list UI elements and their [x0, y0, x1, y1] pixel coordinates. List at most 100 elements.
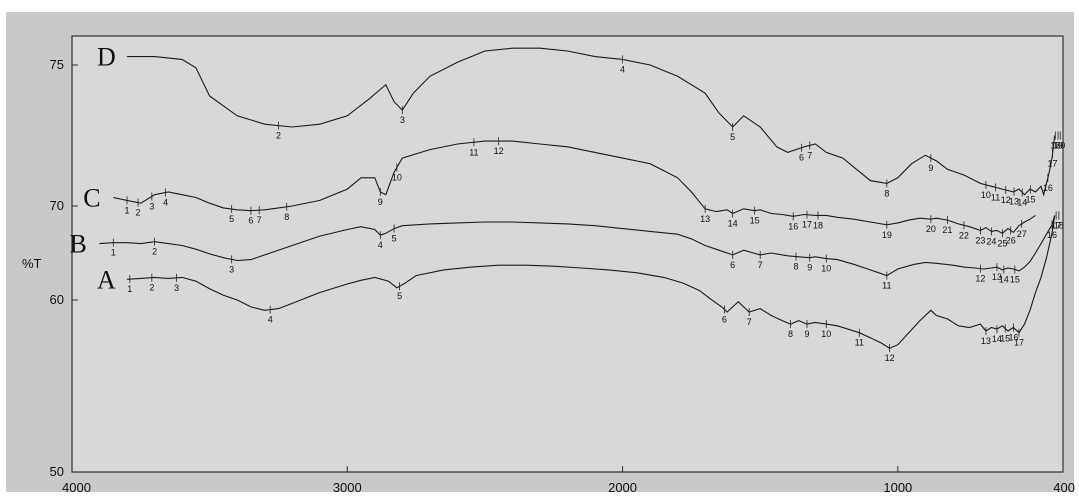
peak-label: 12: [885, 353, 895, 363]
peak-label: 19: [882, 230, 892, 240]
peak-label: 3: [229, 264, 234, 274]
peak-label: 26: [1006, 235, 1016, 245]
peak-label: 3: [400, 115, 405, 125]
peak-label: 2: [149, 283, 154, 293]
peak-label: 1: [125, 205, 130, 215]
peak-label: 25: [997, 238, 1007, 248]
peak-label: 16: [1047, 230, 1057, 240]
peak-label: 11: [469, 147, 478, 157]
peak-label: 8: [793, 262, 798, 272]
peak-label: 7: [807, 150, 812, 160]
peak-label: 18: [1054, 220, 1064, 230]
peak-label: 6: [799, 153, 804, 163]
peak-label: 7: [758, 260, 763, 270]
peak-label: 7: [747, 317, 752, 327]
peak-label: 17: [802, 220, 812, 230]
peak-label: 16: [788, 221, 798, 231]
peak-label: 11: [882, 281, 891, 291]
y-tick-label: 75: [50, 57, 64, 72]
peak-label: 14: [728, 219, 738, 229]
peak-label: 12: [1001, 195, 1011, 205]
peak-label: 19: [1053, 141, 1063, 151]
peak-label: 4: [620, 64, 625, 74]
curve-a: [127, 215, 1056, 349]
peak-label: 14: [1017, 197, 1027, 207]
peak-label: 10: [981, 190, 991, 200]
curve-d: [127, 47, 1056, 197]
peak-label: 8: [884, 188, 889, 198]
peak-label: 6: [730, 260, 735, 270]
curve-label-a: A: [97, 265, 116, 294]
peak-label: 2: [136, 208, 141, 218]
peak-label: 2: [152, 247, 157, 257]
peak-label: 16: [1043, 183, 1053, 193]
x-tick-label: 1000: [883, 480, 912, 495]
peak-label: 10: [392, 172, 402, 182]
peak-label: 21: [942, 225, 952, 235]
peak-label: 13: [1009, 197, 1019, 207]
peak-label: 4: [378, 240, 383, 250]
curve-label-c: C: [83, 184, 100, 213]
x-tick-label: 400: [1053, 480, 1075, 495]
peak-label: 6: [722, 314, 727, 324]
peak-label: 5: [229, 214, 234, 224]
curve-c: [113, 140, 1036, 234]
x-tick-label: 2000: [608, 480, 637, 495]
curve-letters: D CBA: [70, 43, 117, 295]
curve-b: [99, 215, 1056, 277]
peak-label: 15: [1000, 333, 1010, 343]
peak-label: 13: [992, 272, 1002, 282]
peak-label: 13: [981, 336, 991, 346]
peak-label: 22: [959, 230, 969, 240]
peak-label: 13: [700, 214, 710, 224]
peak-label: 11: [991, 192, 1000, 202]
peak-label: 23: [975, 235, 985, 245]
peak-label: 3: [174, 283, 179, 293]
y-axis-ticks: 50 60 70 75: [50, 57, 78, 479]
peak-label: 20: [926, 224, 936, 234]
x-axis-ticks: 4000 3000 2000 1000 400: [62, 466, 1075, 495]
peak-label: 14: [999, 274, 1009, 284]
peak-label: 14: [992, 334, 1002, 344]
peak-label: 27: [1017, 229, 1027, 239]
peak-label: 5: [730, 132, 735, 142]
x-tick-label: 3000: [333, 480, 362, 495]
peak-label: 4: [163, 197, 168, 207]
peak-label: 8: [788, 329, 793, 339]
peak-label: 18: [813, 220, 823, 230]
y-tick-label: 50: [50, 464, 64, 479]
peak-label: 7: [257, 215, 262, 225]
peak-label: 6: [248, 216, 253, 226]
peak-label: 9: [807, 263, 812, 273]
peak-label: 3: [149, 201, 154, 211]
curve-label-b: B: [70, 230, 87, 259]
y-tick-label: 70: [50, 198, 64, 213]
peak-label: 17: [1051, 220, 1061, 230]
peak-label: 17: [1048, 159, 1058, 169]
peak-label: 17: [1014, 338, 1024, 348]
curve-label-d: D: [97, 43, 116, 72]
y-axis-label: %T: [22, 256, 42, 271]
peak-label: 5: [392, 234, 397, 244]
peak-label: 4: [268, 315, 273, 325]
peak-label: 12: [975, 274, 985, 284]
peak-label: 18: [1050, 141, 1060, 151]
plot-area: [71, 35, 1064, 473]
peak-label: 10: [821, 329, 831, 339]
peak-label: 9: [804, 329, 809, 339]
peak-label: 12: [494, 146, 504, 156]
peak-label: 5: [397, 291, 402, 301]
y-tick-label: 60: [50, 292, 64, 307]
peak-label: 10: [821, 264, 831, 274]
peak-label: 2: [276, 131, 281, 141]
peak-label: 20: [1055, 141, 1065, 151]
peak-label: 15: [750, 216, 760, 226]
x-tick-label: 4000: [62, 480, 91, 495]
peak-label: 8: [284, 212, 289, 222]
peak-label: 15: [1026, 194, 1036, 204]
peak-label: 16: [1008, 333, 1018, 343]
peak-label: 24: [986, 236, 996, 246]
peak-label: 11: [855, 338, 864, 348]
